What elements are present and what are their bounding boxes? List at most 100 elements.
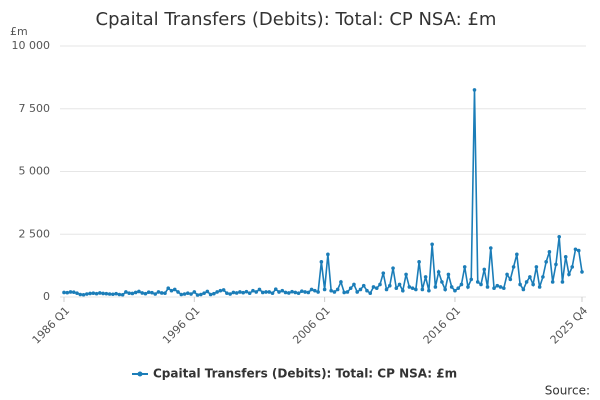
x-tick-label: 2016 Q1 xyxy=(421,304,464,347)
data-point xyxy=(127,291,131,296)
data-point xyxy=(407,285,412,289)
data-point xyxy=(427,288,431,293)
data-point xyxy=(114,291,118,296)
data-point xyxy=(270,291,275,296)
data-point xyxy=(332,290,337,294)
data-point xyxy=(146,290,151,295)
data-point xyxy=(140,291,144,295)
data-point xyxy=(215,290,219,294)
data-point xyxy=(313,288,317,293)
data-point xyxy=(267,290,272,294)
data-point xyxy=(225,291,229,296)
data-point xyxy=(283,290,288,295)
legend-label: Cpaital Transfers (Debits): Total: CP NS… xyxy=(153,367,457,381)
data-point xyxy=(68,290,73,294)
data-point xyxy=(576,248,581,253)
data-point xyxy=(241,290,245,295)
data-point xyxy=(374,286,379,291)
data-point xyxy=(488,246,493,250)
data-point xyxy=(446,272,451,277)
data-point xyxy=(212,291,216,296)
data-point xyxy=(88,291,92,296)
data-point xyxy=(567,272,571,277)
y-tick-label: 5 000 xyxy=(19,165,51,178)
data-point xyxy=(260,290,265,295)
data-point xyxy=(166,286,171,291)
data-point xyxy=(342,290,346,295)
data-point xyxy=(234,291,239,295)
data-point xyxy=(251,288,255,293)
data-point xyxy=(554,262,558,267)
data-point xyxy=(247,291,252,296)
chart-title: Cpaital Transfers (Debits): Total: CP NS… xyxy=(96,9,497,30)
data-point xyxy=(238,290,242,294)
data-point xyxy=(228,292,232,296)
data-point xyxy=(137,289,141,294)
data-point xyxy=(169,288,174,293)
data-point xyxy=(153,292,158,296)
x-tick-label: 2006 Q1 xyxy=(290,304,333,347)
data-point xyxy=(143,291,148,296)
x-tick-label: 1996 Q1 xyxy=(160,304,203,347)
series-line xyxy=(63,89,583,296)
data-point xyxy=(443,287,447,292)
data-point xyxy=(273,287,278,292)
data-point xyxy=(101,291,105,296)
data-point xyxy=(176,290,180,294)
data-point xyxy=(469,277,474,282)
data-point xyxy=(85,292,89,296)
data-point xyxy=(98,291,102,295)
data-point xyxy=(537,285,542,289)
data-point xyxy=(280,288,285,293)
data-point xyxy=(466,285,470,289)
data-point xyxy=(462,265,467,269)
data-point xyxy=(361,283,366,288)
data-point xyxy=(117,292,122,297)
data-point xyxy=(515,252,519,257)
y-unit: £m xyxy=(10,25,28,38)
data-point xyxy=(550,280,555,284)
source: Source: xyxy=(545,384,590,398)
data-point xyxy=(502,286,506,291)
data-point xyxy=(563,255,568,259)
data-point xyxy=(254,290,259,294)
data-point xyxy=(124,290,128,294)
x-tick-label: 1986 Q1 xyxy=(30,304,73,347)
data-point xyxy=(508,277,513,282)
data-point xyxy=(355,290,360,294)
legend: Cpaital Transfers (Debits): Total: CP NS… xyxy=(132,367,457,381)
data-point xyxy=(202,291,206,296)
data-point xyxy=(492,286,496,291)
data-point xyxy=(521,287,526,292)
data-point xyxy=(185,291,190,296)
data-point xyxy=(352,282,356,287)
data-point xyxy=(111,292,115,297)
data-point xyxy=(78,292,83,297)
data-point xyxy=(205,289,210,294)
data-point xyxy=(404,272,408,277)
data-point xyxy=(172,287,177,292)
data-point xyxy=(81,292,86,297)
data-point xyxy=(358,287,363,292)
data-point xyxy=(433,285,438,289)
data-point xyxy=(264,290,268,294)
data-point xyxy=(296,291,301,296)
data-point xyxy=(159,291,164,295)
data-point xyxy=(199,292,203,297)
x-tick-label: 2025 Q4 xyxy=(548,304,591,347)
data-point xyxy=(290,289,294,294)
data-point xyxy=(329,288,333,293)
data-point xyxy=(560,280,565,284)
data-point xyxy=(365,288,369,293)
data-point xyxy=(387,283,392,288)
y-tick-label: 0 xyxy=(43,290,50,303)
data-point xyxy=(368,291,373,296)
data-point xyxy=(505,272,509,277)
data-point xyxy=(570,265,575,269)
data-point xyxy=(401,288,405,293)
data-point xyxy=(208,292,213,297)
data-point xyxy=(150,290,154,295)
data-point xyxy=(518,282,522,287)
data-point xyxy=(394,286,399,291)
